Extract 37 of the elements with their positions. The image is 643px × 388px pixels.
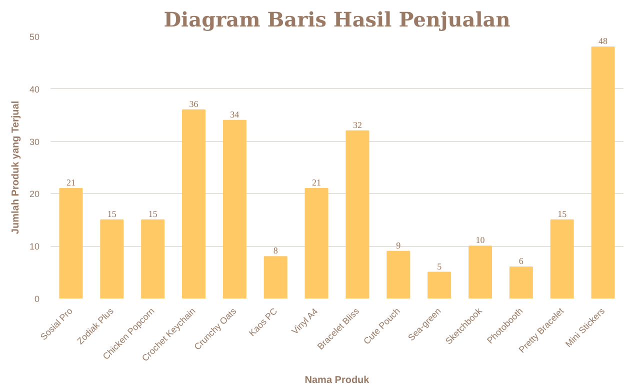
bar — [100, 219, 124, 298]
y-axis-title: Jumlah Produk yang Terjual — [10, 100, 22, 234]
data-label: 36 — [189, 98, 199, 109]
bar — [182, 109, 206, 298]
data-label: 9 — [396, 240, 402, 250]
data-label: 5 — [437, 261, 442, 272]
bar — [346, 130, 370, 298]
data-label: 6 — [518, 256, 524, 266]
data-label: 34 — [230, 109, 240, 120]
chart-title: Diagram Baris Hasil Penjualan — [164, 8, 511, 32]
data-label: 8 — [273, 246, 278, 256]
bar — [509, 266, 533, 298]
data-label: 48 — [598, 36, 608, 46]
bar — [386, 250, 410, 298]
bar — [468, 246, 492, 298]
bar — [428, 272, 452, 298]
x-axis-title: Nama Produk — [304, 374, 370, 386]
data-label: 15 — [558, 208, 568, 219]
y-tick-label: 20 — [29, 189, 40, 200]
bar — [550, 219, 574, 298]
y-tick-label: 0 — [34, 294, 40, 304]
data-label: 21 — [312, 177, 322, 188]
bar — [264, 256, 288, 298]
data-label: 15 — [148, 208, 158, 219]
data-label: 10 — [476, 235, 486, 246]
bar — [59, 188, 83, 298]
y-tick-label: 30 — [29, 136, 40, 147]
data-label: 32 — [352, 120, 362, 130]
data-label: 15 — [107, 208, 117, 219]
bar — [591, 46, 615, 298]
bar — [141, 219, 165, 298]
y-tick-label: 50 — [29, 32, 40, 42]
data-label: 21 — [66, 177, 76, 188]
y-tick-label: 10 — [29, 242, 40, 252]
bar — [304, 188, 328, 298]
y-tick-label: 40 — [29, 84, 40, 94]
bar — [222, 120, 246, 298]
